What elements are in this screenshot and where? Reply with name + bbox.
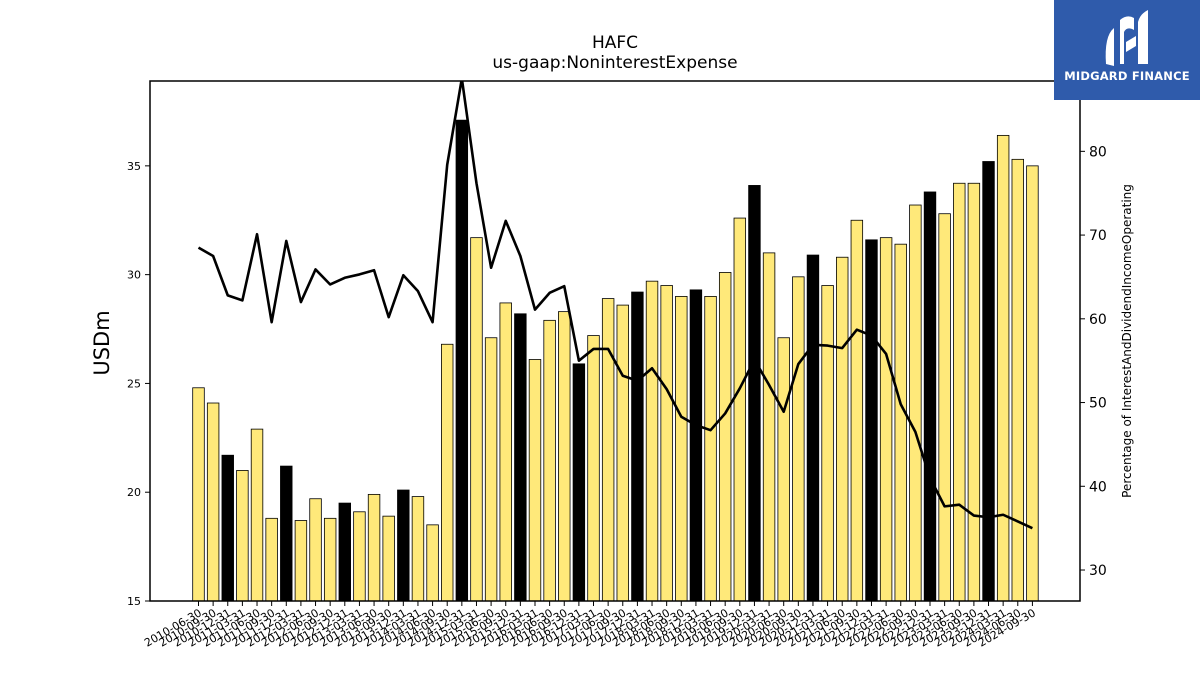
bar <box>733 217 747 602</box>
bar <box>426 524 439 602</box>
bar <box>265 517 278 602</box>
bar <box>704 295 717 602</box>
bar <box>660 285 673 602</box>
bar <box>1011 158 1024 602</box>
bar <box>879 237 893 602</box>
axes: 15202530353040506070802010-06-302010-09-… <box>127 80 1107 650</box>
bar <box>280 465 293 602</box>
bar <box>455 119 469 602</box>
bar <box>294 520 308 602</box>
bar <box>865 239 878 602</box>
bar <box>689 289 703 602</box>
bar <box>777 337 790 602</box>
y-tick-label: 15 <box>127 595 141 608</box>
bar <box>441 343 454 602</box>
bar <box>323 517 337 602</box>
y2-tick-label: 80 <box>1089 144 1107 160</box>
y2-tick-label: 40 <box>1089 479 1107 495</box>
bar <box>338 502 352 602</box>
bar <box>616 304 629 602</box>
bar <box>382 515 395 602</box>
bar <box>484 337 498 602</box>
bar <box>748 185 761 602</box>
bar <box>909 204 922 602</box>
bar <box>718 272 732 602</box>
bar <box>967 182 981 602</box>
bar <box>470 237 483 602</box>
bar <box>894 243 907 602</box>
y-axis-label: USDm <box>90 310 114 375</box>
bar <box>397 489 410 602</box>
line-path <box>197 81 1033 530</box>
bar <box>953 182 966 602</box>
y-tick-label: 25 <box>127 377 141 390</box>
bar <box>411 496 425 602</box>
bar <box>543 319 556 602</box>
bars <box>192 119 1039 602</box>
bar <box>938 213 951 602</box>
bar <box>806 254 820 602</box>
chart-title: HAFC <box>592 33 638 53</box>
bar <box>514 313 527 602</box>
bar <box>821 285 834 602</box>
bar <box>528 359 542 602</box>
bar <box>587 335 600 602</box>
midgard-finance-logo: MIDGARD FINANCE <box>1054 0 1200 100</box>
y2-tick-label: 60 <box>1089 312 1107 328</box>
bar <box>762 252 776 602</box>
bar <box>1026 165 1039 602</box>
bar <box>250 428 264 602</box>
bar <box>645 280 659 602</box>
y2-tick-label: 50 <box>1089 396 1107 412</box>
y2-tick-label: 70 <box>1089 228 1107 244</box>
y-tick-label: 20 <box>127 486 141 499</box>
bar <box>601 298 615 602</box>
logo-text: MIDGARD FINANCE <box>1064 69 1190 83</box>
y2-axis-label: Percentage of InterestAndDividendIncomeO… <box>1120 184 1134 498</box>
bar <box>923 191 937 602</box>
bar <box>572 363 586 602</box>
bar <box>353 511 366 602</box>
bar <box>221 454 234 602</box>
bar <box>631 291 644 602</box>
logo-mark-icon <box>1105 10 1148 66</box>
bar <box>836 256 849 602</box>
plot-frame <box>149 80 1081 602</box>
bar <box>996 134 1010 602</box>
bar <box>982 161 995 602</box>
bar <box>367 493 381 602</box>
bar <box>558 311 571 602</box>
bar <box>792 276 805 602</box>
bar <box>675 295 688 602</box>
bar <box>236 470 249 602</box>
bar <box>192 387 205 602</box>
bar <box>850 219 864 602</box>
y-tick-label: 35 <box>127 160 141 173</box>
chart-subtitle: us-gaap:NoninterestExpense <box>492 53 737 73</box>
bar <box>499 302 512 602</box>
y2-tick-label: 30 <box>1089 563 1107 579</box>
line-series <box>197 81 1033 530</box>
y-tick-label: 30 <box>127 269 141 282</box>
bar <box>206 402 220 602</box>
bar <box>309 498 322 602</box>
